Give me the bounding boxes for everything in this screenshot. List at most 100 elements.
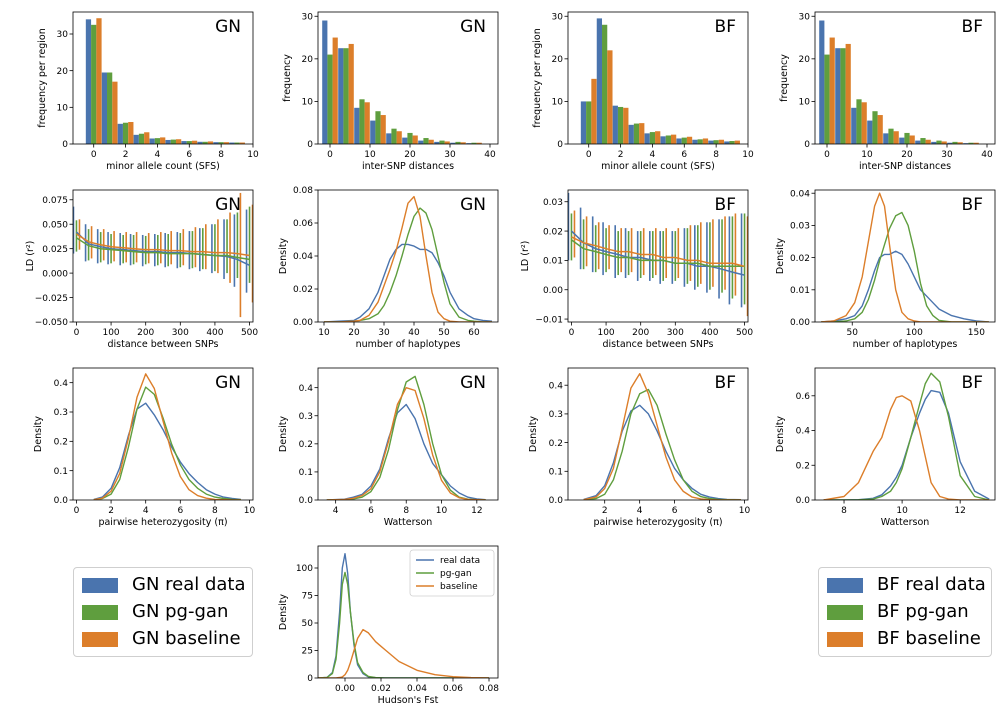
p2-bar-real-8 xyxy=(450,142,456,144)
legend-bf-base-swatch xyxy=(827,632,863,647)
p6-ytick-label-0: 0.00 xyxy=(293,318,313,328)
p3-bar-base-7 xyxy=(702,138,709,144)
p9-xtick-label-4: 8 xyxy=(212,506,218,516)
p12-curve-real xyxy=(823,389,990,500)
chart-p7: 0 100 200 300 400 500 −0.01 0.00 0.01 0.02 0.03 dis… xyxy=(520,189,753,350)
p3-bar-base-8 xyxy=(718,139,725,144)
p13-legend-label-real: real data xyxy=(440,556,480,566)
p8-xtick-label-0: 50 xyxy=(847,328,859,338)
p3-bar-base-1 xyxy=(607,50,613,144)
p4-bar-pg-4 xyxy=(888,128,894,144)
p2-bar-base-5 xyxy=(412,135,418,144)
p10-ytick-label-4: 0.4 xyxy=(299,384,314,394)
p9-xtick-label-1: 2 xyxy=(108,506,114,516)
p13-legend-box xyxy=(409,549,495,597)
p8-ytick-label-4: 0.04 xyxy=(790,189,810,199)
p9-ytick-label-4: 0.4 xyxy=(54,379,69,389)
p4-bar-real-5 xyxy=(899,137,905,144)
chart-p5: 0 100 200 300 400 500 −0.050 −0.025 0.000 0.025 0.… xyxy=(25,189,258,350)
p4-bar-real-3 xyxy=(867,120,873,144)
p10-xtick-label-0: 4 xyxy=(333,506,339,516)
p2-plot-area xyxy=(322,20,482,144)
p3-bar-real-1 xyxy=(596,18,603,144)
p2-bar-pg-2 xyxy=(359,99,365,144)
p1-bar-pg-8 xyxy=(218,142,224,144)
p4-bar-base-3 xyxy=(877,115,883,144)
p2-bar-real-5 xyxy=(402,137,408,144)
p6-curve-base xyxy=(324,195,492,322)
p3-bar-base-3 xyxy=(639,123,645,144)
p6-plot-area xyxy=(323,195,493,322)
p9-population-tag: GN xyxy=(215,373,241,393)
p5-ylabel: LD (r²) xyxy=(25,241,36,272)
p10-curve-pg xyxy=(326,375,486,500)
p9-ylabel: Density xyxy=(33,416,44,452)
p1-xtick-label-0: 0 xyxy=(91,150,97,160)
p2-axes-frame xyxy=(317,11,499,145)
p7-xlabel: distance between SNPs xyxy=(602,339,713,350)
p10-xtick-label-3: 10 xyxy=(436,506,448,516)
p1-bar-pg-3 xyxy=(138,133,145,144)
legend-bf-real-label: BF real data xyxy=(877,574,986,595)
p1-bar-pg-4 xyxy=(154,138,161,144)
p5-xtick-label-0: 0 xyxy=(74,328,80,338)
p1-bar-pg-2 xyxy=(122,122,129,144)
p11-xtick-label-2: 6 xyxy=(672,506,678,516)
p1-bar-base-7 xyxy=(207,141,214,144)
p9-ytick-label-3: 0.3 xyxy=(54,408,68,418)
p2-bar-base-3 xyxy=(380,115,386,144)
p8-ytick-label-2: 0.02 xyxy=(790,254,810,264)
p3-bar-pg-2 xyxy=(617,106,624,144)
p7-line-base xyxy=(571,236,745,268)
p3-bar-pg-8 xyxy=(713,140,719,144)
p6-xlabel: number of haplotypes xyxy=(356,339,461,350)
p1-axes-frame xyxy=(72,11,254,145)
p1-population-tag: GN xyxy=(215,17,241,37)
p4-xtick-label-1: 10 xyxy=(861,150,873,160)
p4-bar-base-8 xyxy=(957,142,963,144)
p6-xtick-label-2: 30 xyxy=(378,328,390,338)
p10-ytick-label-2: 0.2 xyxy=(299,440,313,450)
p7-xtick-label-1: 100 xyxy=(597,328,614,338)
p5-ytick-label-3: 0.025 xyxy=(42,245,68,255)
p2-bar-real-0 xyxy=(322,20,328,144)
p8-curve-base xyxy=(821,192,989,322)
p13-legend-label-base: baseline xyxy=(440,582,478,592)
p4-bar-real-6 xyxy=(915,140,921,144)
p5-line-pg xyxy=(76,237,250,261)
p12-curve-pg xyxy=(823,372,990,500)
p2-bar-pg-0 xyxy=(327,54,333,144)
p1-ytick-label-1: 10 xyxy=(57,104,69,114)
p1-bar-pg-0 xyxy=(91,24,97,144)
p4-xtick-label-4: 40 xyxy=(981,150,993,160)
p5-xtick-label-4: 400 xyxy=(206,328,223,338)
p10-population-tag: GN xyxy=(460,373,486,393)
legend-gn-pg-label: GN pg-gan xyxy=(132,601,229,622)
p9-xlabel: pairwise heterozygosity (π) xyxy=(98,517,227,528)
p1-bar-real-0 xyxy=(85,19,92,144)
p3-bar-real-3 xyxy=(628,124,634,144)
p8-curve-pg xyxy=(821,211,989,322)
p8-ytick-label-1: 0.01 xyxy=(790,286,810,296)
p8-ylabel: Density xyxy=(775,238,786,274)
p11-xtick-label-4: 10 xyxy=(739,506,751,516)
p3-bar-real-4 xyxy=(644,133,650,144)
p4-xtick-label-3: 30 xyxy=(941,150,953,160)
p10-ytick-label-3: 0.3 xyxy=(299,412,313,422)
p1-ylabel: frequency per region xyxy=(37,28,48,128)
p1-bar-pg-7 xyxy=(202,141,208,144)
p12-ylabel: Density xyxy=(775,416,786,452)
p3-ytick-label-3: 30 xyxy=(552,12,564,22)
p6-xtick-label-3: 40 xyxy=(408,328,420,338)
p5-xtick-label-3: 300 xyxy=(172,328,189,338)
p1-bar-real-6 xyxy=(181,141,187,144)
p1-bar-real-1 xyxy=(101,72,108,144)
p11-xtick-label-0: 2 xyxy=(602,506,608,516)
p3-bar-pg-9 xyxy=(729,141,735,144)
p10-xtick-label-2: 8 xyxy=(403,506,409,516)
p1-xtick-label-5: 10 xyxy=(247,150,259,160)
p1-plot-area xyxy=(85,18,245,144)
p7-xtick-label-0: 0 xyxy=(569,328,575,338)
p10-ytick-label-0: 0.0 xyxy=(299,496,314,506)
